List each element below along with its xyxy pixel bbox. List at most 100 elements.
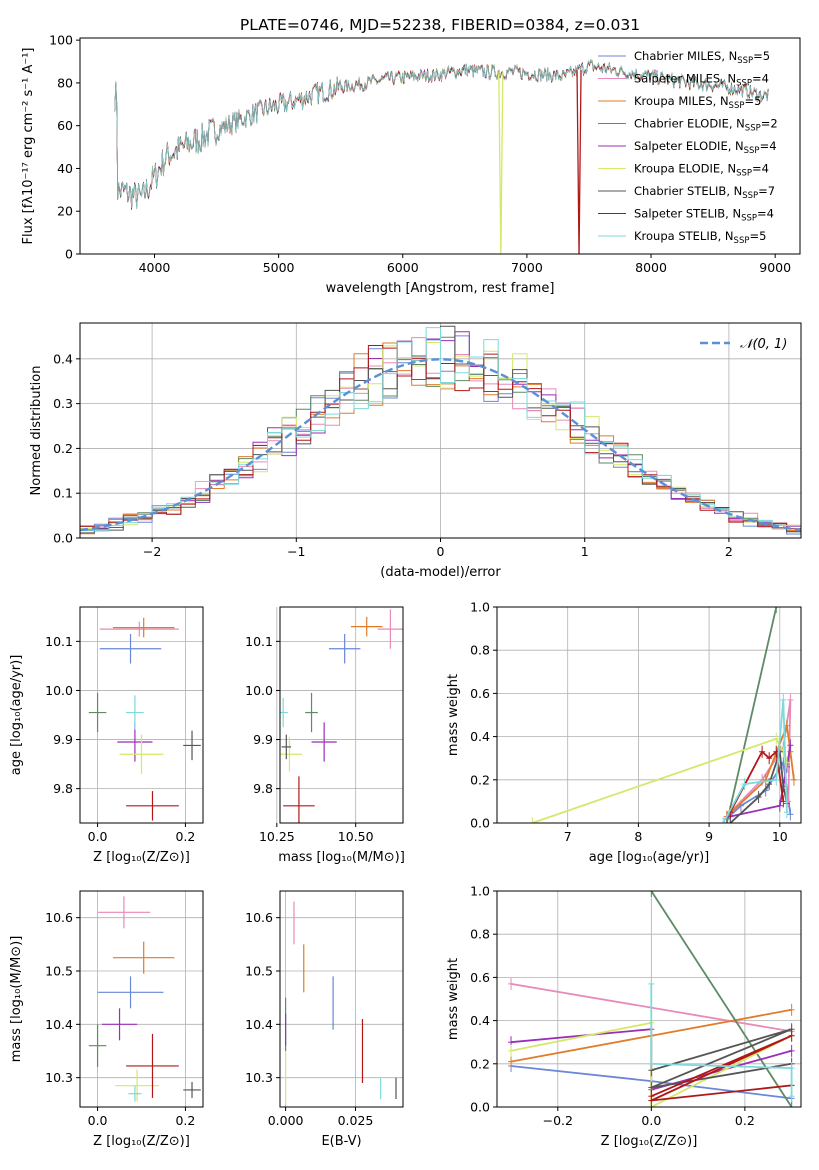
- y-tick-label: 80: [57, 75, 73, 90]
- y-tick-label: 10.1: [45, 634, 73, 649]
- y-axis-label: age [log₁₀(age/yr)]: [9, 655, 24, 776]
- x-tick-label: 7: [564, 829, 572, 844]
- weight-line-kroupa-elodie: [532, 737, 788, 823]
- x-tick-label: 0.0: [641, 1113, 661, 1128]
- errorbar-kroupa-stelib: [126, 695, 144, 730]
- y-axis-label: Normed distribution: [29, 366, 44, 496]
- weight-marker-chabrier-elodie: [773, 607, 780, 613]
- y-tick-label: 20: [57, 204, 73, 219]
- dropout-kroupa-elodie: [498, 72, 504, 254]
- y-tick-label: 0.0: [470, 816, 490, 831]
- y-tick-label: 10.3: [45, 1070, 73, 1085]
- weight-marker-chabrier-elodie: [648, 891, 655, 897]
- weight-marker-kroupa-stelib: [783, 806, 790, 819]
- y-tick-label: 9.9: [53, 732, 73, 747]
- weight-marker-salpeter-stelib: [759, 745, 766, 758]
- y-tick-label: 0.4: [470, 729, 490, 744]
- x-axis-label: mass [log₁₀(M/M⊙)]: [278, 850, 405, 865]
- legend-label: Kroupa STELIB, NSSP=5: [634, 229, 766, 246]
- y-tick-label: 10.6: [245, 910, 273, 925]
- legend: Chabrier MILES, NSSP=5 Salpeter MILES, NS…: [598, 49, 778, 246]
- y-tick-label: 0.3: [53, 396, 73, 411]
- errorbar-chabrier-stelib: [183, 1081, 201, 1098]
- legend-label: 𝒩(0, 1): [740, 337, 787, 352]
- weight-marker-salpeter-miles: [787, 693, 794, 706]
- y-axis-label: mass weight: [446, 674, 461, 756]
- weight-line-chabrier-elodie: [650, 891, 793, 1107]
- weight-vs-metallicity-panel: −0.2 0.0 0.2 0.0 0.2 0.4 0.6 0.8 1.0 Z [log₁₀(Z/Z…: [446, 884, 802, 1149]
- weight-marker-kroupa-miles: [762, 773, 769, 786]
- spectrum-line-kroupa-stelib: [114, 58, 769, 209]
- errorbar-chabrier-stelib: [281, 734, 292, 760]
- x-axis-label: age [log₁₀(age/yr)]: [589, 850, 710, 865]
- y-tick-label: 0.2: [470, 1056, 490, 1071]
- weight-vs-age-panel: 7 8 9 10 0.0 0.2 0.4 0.6 0.8 1.0 age [log₁₀(age/yr…: [446, 600, 802, 865]
- x-axis-label: (data-model)/error: [380, 565, 501, 580]
- errorbar-salpeter-elodie: [101, 1008, 138, 1041]
- x-tick-label: 6000: [387, 260, 419, 275]
- x-tick-label: 8000: [635, 260, 667, 275]
- y-tick-label: 40: [57, 161, 73, 176]
- plot-area: [114, 58, 769, 254]
- errorbar-chabrier-miles: [328, 634, 361, 664]
- legend-label: Chabrier MILES, NSSP=5: [634, 49, 770, 66]
- weight-marker-kroupa-miles: [788, 1003, 795, 1016]
- errorbar-chabrier-elodie: [305, 692, 318, 733]
- y-tick-label: 0.2: [53, 441, 73, 456]
- x-axis-label: E(B-V): [321, 1134, 361, 1149]
- x-tick-label: 10: [772, 829, 788, 844]
- weight-marker-salpeter-stelib: [648, 1094, 655, 1107]
- weight-marker-kroupa-stelib: [788, 1062, 795, 1075]
- errorbar-kroupa-elodie: [115, 1069, 160, 1102]
- y-tick-label: 9.8: [53, 781, 73, 796]
- x-tick-label: 0.2: [735, 1113, 755, 1128]
- x-tick-label: 4000: [139, 260, 171, 275]
- y-tick-label: 0.8: [470, 643, 490, 658]
- x-tick-label: 9: [705, 829, 713, 844]
- y-tick-label: 1.0: [470, 884, 490, 899]
- weight-marker-kroupa-stelib: [773, 773, 780, 786]
- mass-vs-ebv-panel: 0.000 0.025 10.3 10.4 10.5 10.6 E(B-V): [245, 890, 404, 1149]
- x-tick-label: 10.25: [259, 829, 295, 844]
- age-vs-mass-panel: 10.25 10.50 9.8 9.9 10.0 10.1 mass [log₁₀(M/M⊙…: [245, 606, 405, 865]
- errorbar-chabrier-elodie: [88, 1024, 107, 1067]
- legend-label: Kroupa MILES, NSSP=5: [634, 94, 761, 111]
- x-tick-label: 5000: [263, 260, 295, 275]
- axes-frame: [279, 890, 404, 1108]
- x-tick-label: −2: [143, 544, 161, 559]
- plot-area: [88, 896, 201, 1102]
- weight-marker-chabrier-stelib: [727, 817, 734, 823]
- plot-area: [508, 891, 795, 1107]
- axes-frame: [79, 606, 204, 824]
- x-tick-label: 0.0: [88, 1113, 108, 1128]
- y-tick-label: 0.8: [470, 927, 490, 942]
- weight-line-chabrier-stelib: [650, 1028, 792, 1089]
- histogram-kroupa-stelib: [80, 327, 801, 532]
- x-tick-label: 0.0: [88, 829, 108, 844]
- errorbar-chabrier-stelib: [183, 730, 201, 761]
- weight-marker-kroupa-stelib: [648, 977, 655, 990]
- legend-label: Chabrier ELODIE, NSSP=2: [634, 117, 778, 134]
- y-tick-label: 10.0: [45, 683, 73, 698]
- y-axis-label: mass weight: [446, 958, 461, 1040]
- weight-marker-chabrier-miles: [787, 808, 794, 821]
- axes-frame: [79, 890, 204, 1108]
- errorbar-salpeter-stelib: [283, 776, 315, 823]
- x-tick-label: 0.2: [175, 829, 195, 844]
- weight-marker-chabrier-elodie: [788, 1101, 795, 1107]
- axes-frame: [279, 606, 404, 824]
- weight-marker-kroupa-stelib: [788, 1090, 795, 1103]
- plot-area: [280, 609, 403, 823]
- mass-vs-metallicity-panel: 0.0 0.2 10.3 10.4 10.5 10.6 Z [log₁₀(Z/Z⊙)] mas…: [9, 890, 204, 1149]
- axes-frame: [79, 37, 801, 255]
- errorbar-salpeter-stelib: [126, 791, 179, 821]
- y-axis-label: mass [log₁₀(M/M⊙)]: [9, 936, 24, 1063]
- age-vs-metallicity-panel: 0.0 0.2 9.8 9.9 10.0 10.1 Z [log₁₀(Z/Z⊙)] age […: [9, 606, 204, 865]
- chart-title: PLATE=0746, MJD=52238, FIBERID=0384, z=0…: [240, 16, 640, 34]
- weight-marker-salpeter-elodie: [776, 799, 783, 812]
- gaussian-curve: [80, 358, 801, 532]
- x-tick-label: 0.000: [268, 1113, 304, 1128]
- y-tick-label: 10.3: [245, 1070, 273, 1085]
- spectrum-panel: 4000 5000 6000 7000 8000 9000 0 20 40 60 80 100 PLAT…: [21, 16, 801, 296]
